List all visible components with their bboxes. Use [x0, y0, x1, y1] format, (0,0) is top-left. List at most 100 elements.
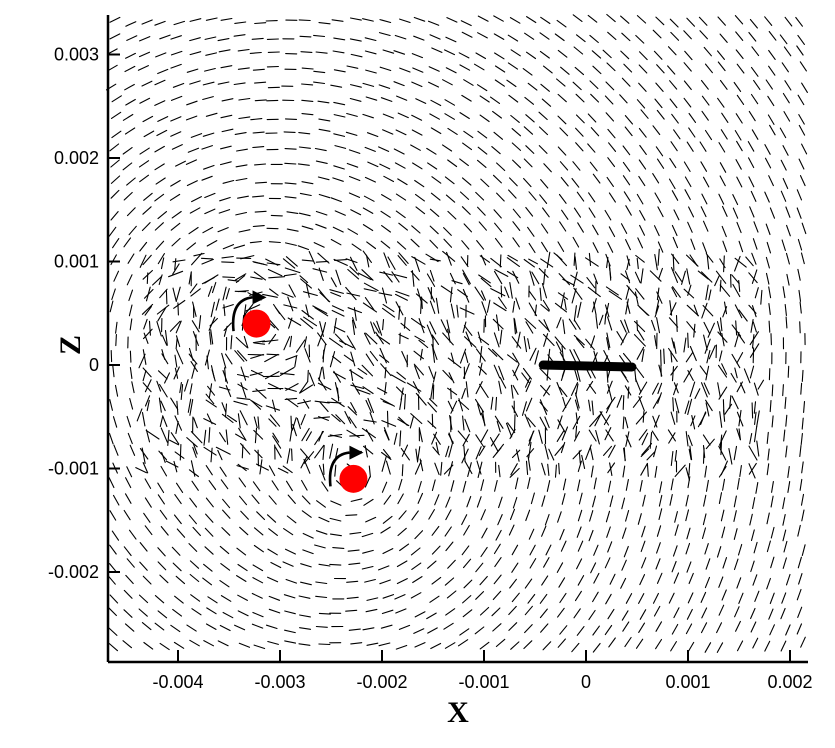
vector-80: [683, 30, 692, 40]
vector-410: [333, 165, 345, 170]
vector-628: [297, 245, 310, 251]
vector-1492: [141, 412, 146, 427]
vector-834: [190, 288, 201, 297]
vector-2040: [270, 561, 282, 569]
vector-1093: [268, 333, 277, 345]
vector-40: [749, 18, 758, 29]
vector-37: [698, 16, 708, 26]
vector-1461: [562, 396, 567, 409]
vector-1519: [344, 410, 352, 424]
vector-2026: [753, 541, 758, 554]
vector-471: [606, 176, 614, 187]
vector-2042: [300, 563, 312, 568]
vector-1810: [108, 477, 115, 489]
vector-2180: [395, 608, 407, 614]
vector-590: [398, 222, 408, 231]
vector-228: [238, 97, 251, 101]
vector-313: [190, 133, 203, 138]
vector-569: [769, 207, 776, 219]
vector-721: [605, 253, 611, 267]
vector-1223: [636, 346, 645, 360]
vector-284: [429, 113, 440, 120]
vector-1617: [480, 429, 489, 443]
vector-154: [459, 64, 471, 71]
vector-1579: [170, 432, 180, 445]
vector-1812: [144, 478, 152, 489]
vector-1146: [683, 337, 687, 353]
vector-1677: [286, 448, 291, 464]
vector-288: [492, 110, 502, 119]
vector-1550: [603, 414, 611, 426]
vector-723: [626, 258, 630, 271]
vector-1371: [499, 376, 507, 389]
vector-443: [155, 177, 166, 185]
vector-303: [735, 113, 743, 124]
vector-367: [348, 149, 361, 154]
vector-1248: [173, 366, 180, 380]
vector-2250: [108, 642, 119, 652]
vector-84: [748, 31, 757, 42]
vector-1725: [670, 450, 674, 467]
vector-2110: [688, 572, 694, 585]
vector-750: [172, 263, 180, 275]
vector-461: [444, 176, 455, 185]
vector-2219: [315, 625, 328, 628]
vector-1226: [668, 347, 678, 362]
vector-1706: [526, 448, 535, 458]
vector-332: [493, 131, 504, 140]
vector-1504: [237, 413, 241, 429]
vector-949: [450, 303, 455, 319]
vector-492: [237, 195, 249, 199]
vector-1411: [160, 400, 166, 412]
vector-631: [351, 243, 362, 251]
vector-1723: [646, 451, 656, 461]
vector-77: [635, 34, 645, 44]
vector-1276: [390, 374, 406, 384]
vector-1517: [335, 414, 346, 425]
vector-613: [765, 223, 771, 236]
vector-211: [669, 80, 678, 90]
vector-2020: [656, 542, 661, 554]
vector-2136: [394, 594, 406, 600]
vector-1554: [635, 411, 648, 425]
vector-1695: [435, 442, 439, 454]
vector-846: [281, 292, 294, 298]
vector-1592: [272, 435, 282, 449]
vector-524: [750, 190, 757, 202]
vector-336: [559, 127, 569, 137]
vector-2206: [108, 627, 118, 636]
vector-272: [238, 116, 251, 120]
vector-29: [572, 14, 583, 22]
vector-547: [415, 206, 426, 215]
vector-2082: [236, 575, 247, 582]
vector-992: [115, 321, 118, 334]
vector-2201: [734, 606, 740, 618]
vector-1274: [380, 363, 392, 377]
vector-207: [605, 81, 615, 91]
vector-627: [284, 242, 297, 246]
vector-1339: [240, 382, 247, 399]
vector-718: [584, 257, 599, 267]
vector-159: [542, 65, 553, 74]
vector-1981: [733, 528, 738, 540]
vector-1764: [368, 465, 371, 478]
vector-1856: [144, 497, 152, 508]
vector-2224: [398, 624, 411, 630]
vector-2118: [109, 594, 119, 604]
vector-206: [589, 80, 599, 90]
vector-518: [654, 192, 662, 204]
vector-42: [784, 16, 793, 27]
vector-509: [508, 189, 517, 199]
vector-935: [331, 305, 345, 312]
vector-1204: [491, 349, 504, 361]
vector-1794: [640, 463, 648, 476]
vector-1479: [705, 399, 713, 412]
vector-1828: [398, 478, 403, 491]
vector-1244: [142, 367, 152, 378]
vector-1053: [604, 313, 607, 325]
vector-526: [780, 190, 787, 202]
vector-268: [170, 116, 182, 122]
vector-1594: [292, 423, 297, 437]
vector-1508: [269, 414, 281, 427]
vector-1833: [480, 479, 485, 492]
